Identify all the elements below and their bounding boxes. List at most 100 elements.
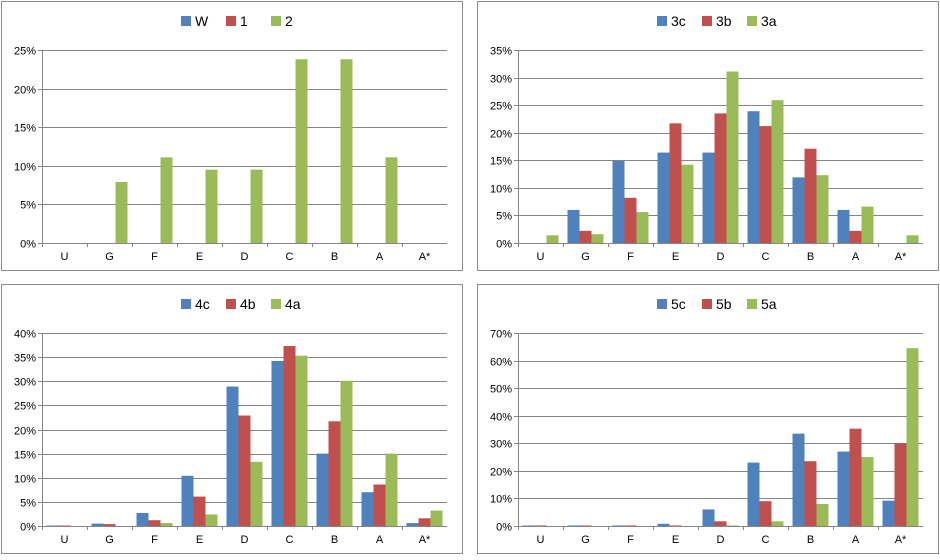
y-tick-label: 30% (490, 439, 512, 451)
bar-4a-B (341, 381, 353, 526)
bar-4c-B (317, 454, 329, 526)
bar-3a-B (817, 175, 829, 243)
bar-3c-B (793, 177, 805, 243)
y-tick-label: 15% (490, 156, 512, 168)
x-tick-label: A (376, 251, 384, 263)
x-tick-label: F (151, 534, 158, 546)
bar-3b-F (625, 198, 637, 243)
bar-3a-G (592, 234, 604, 243)
bar-4b-G (104, 524, 116, 526)
bar-5a-C (772, 521, 784, 526)
x-tick-label: C (286, 251, 294, 263)
bar-4b-A (374, 485, 386, 526)
legend-swatch-3a (747, 16, 757, 26)
x-tick-label: U (61, 534, 69, 546)
y-tick-label: 25% (490, 101, 512, 113)
bar-4a-E (206, 514, 218, 526)
y-tick-label: 40% (14, 329, 36, 341)
bar-3b-A (850, 231, 862, 243)
bar-5b-A (850, 429, 862, 526)
bar-4a-F (161, 523, 173, 526)
bar-3a-A* (907, 235, 919, 243)
y-tick-label: 10% (490, 184, 512, 196)
x-tick-label: F (627, 534, 634, 546)
bar-4b-C (284, 346, 296, 526)
x-tick-label: E (672, 534, 679, 546)
bar-4a-A* (431, 511, 443, 526)
bar-2-D (251, 170, 263, 243)
x-tick-label: A* (419, 251, 431, 263)
bar-3b-G (580, 231, 592, 243)
x-tick-label: E (672, 251, 679, 263)
bar-5c-A (838, 452, 850, 526)
x-tick-label: A* (895, 251, 907, 263)
bar-2-B (341, 59, 353, 243)
x-tick-label: U (537, 534, 545, 546)
x-tick-label: F (151, 251, 158, 263)
bar-5c-F (613, 525, 625, 526)
x-tick-label: D (717, 251, 725, 263)
y-tick-label: 30% (490, 74, 512, 86)
bar-5b-D (715, 521, 727, 526)
legend-swatch-4c (181, 299, 191, 309)
y-tick-label: 5% (496, 211, 512, 223)
bar-4a-C (296, 356, 308, 526)
x-tick-label: E (196, 534, 203, 546)
legend-label-4b: 4b (240, 296, 256, 312)
y-tick-label: 15% (14, 123, 36, 135)
bar-5a-D (727, 525, 739, 526)
bar-3c-C (748, 111, 760, 243)
legend-swatch-2 (271, 16, 281, 26)
bar-3a-F (637, 212, 649, 243)
bar-4a-D (251, 462, 263, 526)
legend-swatch-4b (226, 299, 236, 309)
bar-3a-A (862, 207, 874, 243)
legend-label-3b: 3b (716, 13, 732, 29)
bar-5b-E (670, 525, 682, 526)
legend-label-3a: 3a (761, 13, 777, 29)
legend-label-5c: 5c (671, 296, 686, 312)
bar-2-E (206, 170, 218, 243)
x-tick-label: D (241, 534, 249, 546)
y-tick-label: 35% (14, 353, 36, 365)
y-tick-label: 25% (14, 46, 36, 58)
x-tick-label: E (196, 251, 203, 263)
y-tick-label: 0% (496, 522, 512, 534)
legend-swatch-5b (702, 299, 712, 309)
x-tick-label: G (581, 251, 590, 263)
bar-4c-A (362, 492, 374, 526)
bar-5b-C (760, 501, 772, 526)
y-tick-label: 0% (496, 239, 512, 251)
legend-swatch-5c (657, 299, 667, 309)
bar-3c-G (568, 210, 580, 243)
y-tick-label: 10% (14, 162, 36, 174)
bar-5b-F (625, 525, 637, 526)
y-tick-label: 0% (20, 239, 36, 251)
bar-5b-G (580, 525, 592, 526)
bar-4c-A* (407, 523, 419, 526)
bar-3b-C (760, 126, 772, 243)
x-tick-label: U (61, 251, 69, 263)
bar-5a-A* (907, 348, 919, 526)
bar-4b-A* (419, 518, 431, 526)
legend-swatch-3c (657, 16, 667, 26)
legend-label-5a: 5a (761, 296, 777, 312)
x-tick-label: G (581, 534, 590, 546)
x-tick-label: G (105, 251, 114, 263)
bar-3a-C (772, 100, 784, 243)
bar-4b-E (194, 497, 206, 526)
legend-label-4a: 4a (285, 296, 301, 312)
x-tick-label: B (807, 251, 814, 263)
y-tick-label: 70% (490, 329, 512, 341)
x-tick-label: B (331, 251, 338, 263)
legend-swatch-W (181, 16, 191, 26)
y-tick-label: 20% (14, 85, 36, 97)
bar-3a-D (727, 72, 739, 243)
y-tick-label: 10% (490, 494, 512, 506)
